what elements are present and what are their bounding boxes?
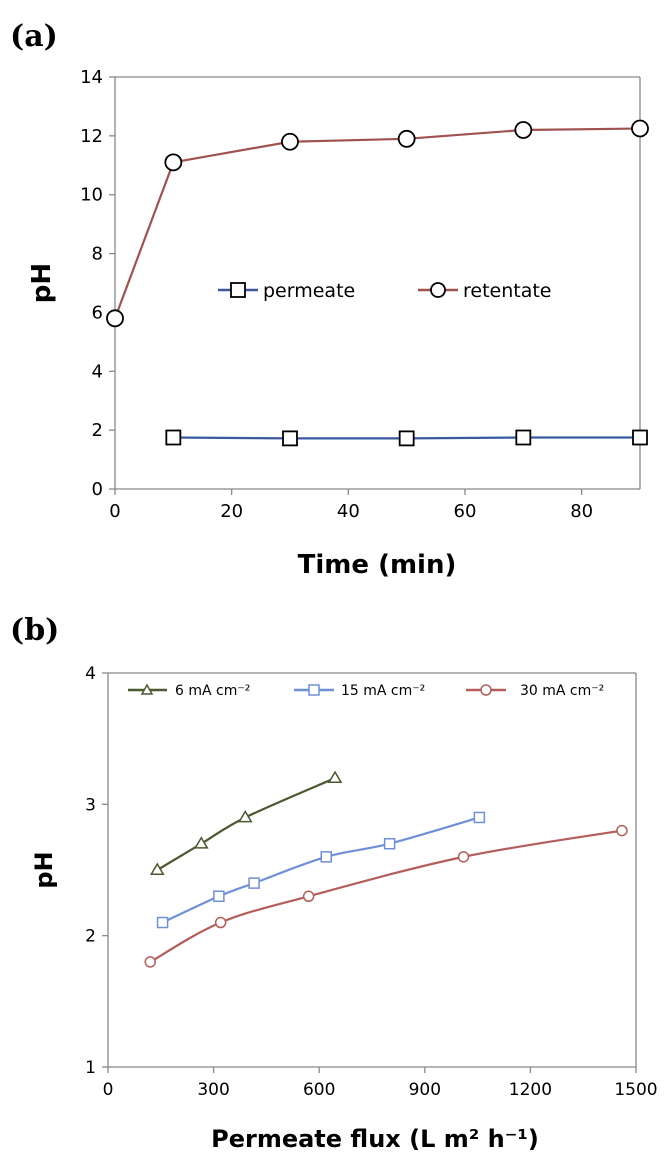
plot-b-x-tick-label: 300 (197, 1080, 229, 1100)
plot-a-x-tick-label: 80 (570, 501, 593, 522)
plot-a-data-point-permeate (515, 429, 532, 446)
plot-b-y-tick-label: 2 (85, 927, 96, 947)
plot-b-data-point-15-ma-cm (320, 851, 332, 863)
plot-a-data-point-retentate (514, 121, 533, 139)
plot-b-data-point-15-ma-cm (213, 890, 225, 903)
plot-a-y-tick-label: 12 (80, 126, 103, 147)
plot-b-y-tick-label: 1 (85, 1058, 96, 1078)
plot-b-series-line-15-ma-cm (162, 816, 480, 924)
plot-b-data-point-6-ma-cm (149, 862, 165, 875)
plot-a-y-tick-label: 0 (92, 479, 103, 500)
plot-b-data-point-6-ma-cm (237, 809, 253, 823)
legend-a-permeate-label: permeate (263, 280, 355, 302)
plot-a-series-line-retentate (113, 127, 641, 319)
plot-b-data-point-30-ma-cm (144, 956, 156, 968)
plot-b-data-point-15-ma-cm (156, 916, 169, 929)
plot-a-x-tick-label: 60 (454, 501, 477, 522)
plot-a-x-tick-label: 0 (109, 501, 120, 522)
plot-b-data-point-6-ma-cm (327, 770, 343, 784)
plot-a-data-point-permeate (632, 429, 648, 446)
plot-a-data-point-permeate (165, 429, 182, 446)
plot-a-data-point-retentate (106, 309, 124, 328)
plot-a-x-axis-title: Time (min) (298, 550, 457, 580)
plot-a-data-point-retentate (164, 153, 183, 172)
plot-b-data-point-30-ma-cm (616, 824, 628, 837)
legend-b-30-label: 30 mA cm⁻² (520, 683, 604, 699)
legend-a-retentate-label: retentate (463, 280, 552, 302)
plot-b-data-point-15-ma-cm (473, 811, 486, 824)
panel-label-a: (a) (10, 19, 58, 54)
plot-b-series-line-6-ma-cm (156, 777, 336, 871)
plot-a-x-tick-label: 20 (220, 501, 243, 522)
plot-a-y-tick-label: 4 (92, 361, 103, 382)
legend-a-permeate-marker (230, 282, 246, 298)
plot-a-y-tick-label: 6 (92, 302, 103, 323)
plot-b-x-axis-title: Permeate flux (L m² h⁻¹) (211, 1125, 539, 1153)
legend-b: 6 mA cm⁻² 15 mA cm⁻² 30 mA cm⁻² (128, 683, 604, 699)
plot-a-y-tick-label: 14 (80, 67, 103, 88)
panel-label-b: (b) (10, 613, 59, 648)
legend-b-6-marker (140, 683, 154, 695)
plot-a-data-point-retentate (397, 129, 416, 148)
plot-a-data-point-permeate (282, 430, 298, 447)
plot-b-x-tick-label: 900 (409, 1080, 441, 1100)
plot-b-data-point-15-ma-cm (248, 877, 260, 889)
plot-a-x-tick-label: 40 (337, 501, 360, 522)
plot-b-data-point-6-ma-cm (193, 836, 209, 849)
plot-b-series-line-30-ma-cm (149, 829, 623, 963)
plot-b: 0 300 600 900 1200 1500 1 2 3 4 6 mA cm⁻² 15 mA c… (30, 664, 658, 1153)
plot-a-data-point-retentate (631, 119, 649, 138)
legend-b-15-label: 15 mA cm⁻² (341, 683, 425, 699)
legend-b-30-marker (480, 684, 492, 696)
plot-b-x-tick-label: 1200 (509, 1080, 552, 1100)
plot-a-data-point-retentate (281, 132, 299, 151)
legend-b-6-label: 6 mA cm⁻² (175, 683, 250, 699)
plot-b-data-point-30-ma-cm (214, 916, 227, 929)
legend-a: permeate retentate (218, 280, 552, 302)
plot-b-x-tick-label: 600 (303, 1080, 335, 1100)
plot-a-y-axis-title: pH (27, 263, 57, 303)
plot-b-y-tick-label: 3 (85, 795, 96, 815)
plot-b-x-tick-label: 1500 (614, 1080, 657, 1100)
plot-a-data-point-permeate (398, 430, 415, 447)
plot-b-x-tick-label: 0 (103, 1080, 114, 1100)
plot-a-y-tick-label: 2 (92, 420, 103, 441)
legend-a-retentate-marker (430, 282, 446, 298)
plot-b-y-tick-label: 4 (85, 664, 96, 684)
plot-a-y-tick-label: 10 (80, 185, 103, 206)
plot-b-y-axis-title: pH (30, 851, 58, 888)
plot-b-data-point-30-ma-cm (457, 851, 470, 863)
plot-b-data-point-30-ma-cm (302, 890, 315, 903)
plot-b-data-point-15-ma-cm (383, 837, 396, 850)
legend-b-15-marker (308, 684, 320, 696)
plot-a-y-tick-label: 8 (92, 244, 103, 265)
